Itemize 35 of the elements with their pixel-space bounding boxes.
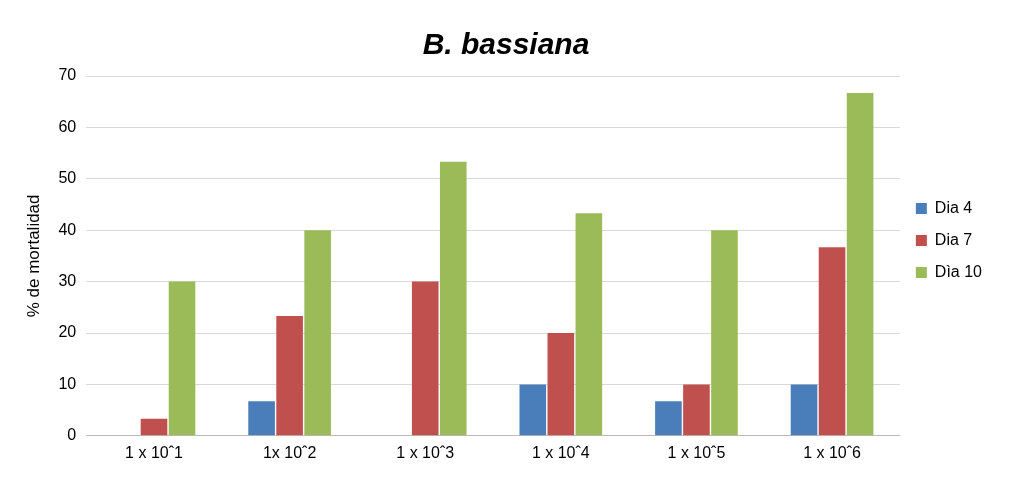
bar: [439, 161, 467, 436]
y-tick-label: 0: [67, 426, 77, 444]
bar: [519, 384, 547, 436]
legend-label: Dia 4: [934, 198, 973, 216]
y-tick-label: 50: [58, 169, 77, 187]
bar: [168, 281, 196, 436]
bar: [683, 384, 710, 436]
bar: [655, 401, 682, 436]
y-tick-label: 40: [58, 220, 77, 238]
bar: [790, 384, 818, 436]
bar: [818, 247, 846, 436]
x-tick-label: 1 x 10ˆ4: [531, 443, 590, 461]
y-axis-title: % de mortalidad: [23, 194, 43, 318]
x-tick-label: 1 x 10ˆ1: [125, 443, 184, 461]
x-tick-label: 1 x 10ˆ3: [396, 443, 455, 461]
y-tick-label: 10: [58, 374, 77, 392]
bar: [304, 230, 331, 436]
y-tick-label: 20: [58, 323, 77, 341]
y-tick-label: 60: [58, 117, 77, 135]
bar: [547, 333, 575, 436]
y-tick-label: 30: [58, 272, 77, 290]
bar: [276, 316, 303, 436]
bar: [575, 213, 603, 436]
x-tick-label: 1x 10ˆ2: [262, 443, 317, 461]
bar: [411, 281, 439, 436]
bar: [711, 230, 738, 436]
legend-label: Dìa 10: [934, 262, 983, 280]
legend-label: Dia 7: [934, 230, 973, 248]
bar: [140, 418, 168, 436]
bar: [846, 92, 874, 436]
y-tick-label: 70: [58, 66, 77, 84]
x-tick-label: 1 x 10ˆ6: [803, 443, 862, 461]
x-tick-label: 1 x 10ˆ5: [667, 443, 726, 461]
bar: [248, 401, 275, 436]
chart-title: B. bassiana: [422, 27, 590, 61]
